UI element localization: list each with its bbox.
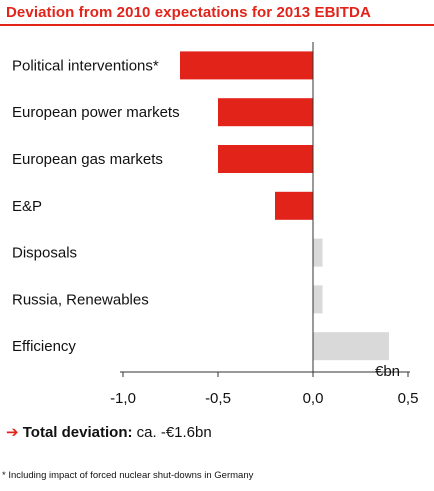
x-tick-label: -1,0	[110, 390, 136, 407]
bar	[275, 191, 313, 220]
bar	[218, 145, 313, 173]
bar	[313, 332, 389, 361]
bar	[313, 285, 323, 314]
axis-unit-label: €bn	[375, 363, 400, 380]
total-deviation-label: Total deviation:	[22, 424, 133, 441]
category-label: Russia, Renewables	[12, 291, 149, 308]
category-label: European gas markets	[12, 151, 163, 168]
category-label: Disposals	[12, 245, 77, 262]
x-tick-label: -0,5	[205, 390, 231, 407]
total-deviation-value: ca. -€1.6bn	[136, 424, 212, 441]
bar	[218, 98, 313, 127]
bar	[313, 238, 323, 267]
bar-chart: Political interventions* European power m…	[12, 42, 419, 407]
footnote: * Including impact of forced nuclear shu…	[2, 470, 254, 481]
bar	[180, 51, 313, 80]
total-deviation: ➔ Total deviation: ca. -€1.6bn	[6, 423, 212, 441]
chart-title: Deviation from 2010 expectations for 201…	[6, 4, 371, 21]
x-tick-label: 0,0	[303, 390, 324, 407]
title-underline	[0, 24, 434, 26]
category-label: Efficiency	[12, 338, 76, 355]
x-tick-label: 0,5	[398, 390, 419, 407]
category-label: E&P	[12, 198, 42, 215]
arrow-right-icon: ➔	[6, 424, 19, 441]
category-label: European power markets	[12, 104, 180, 121]
category-label: Political interventions*	[12, 57, 159, 74]
